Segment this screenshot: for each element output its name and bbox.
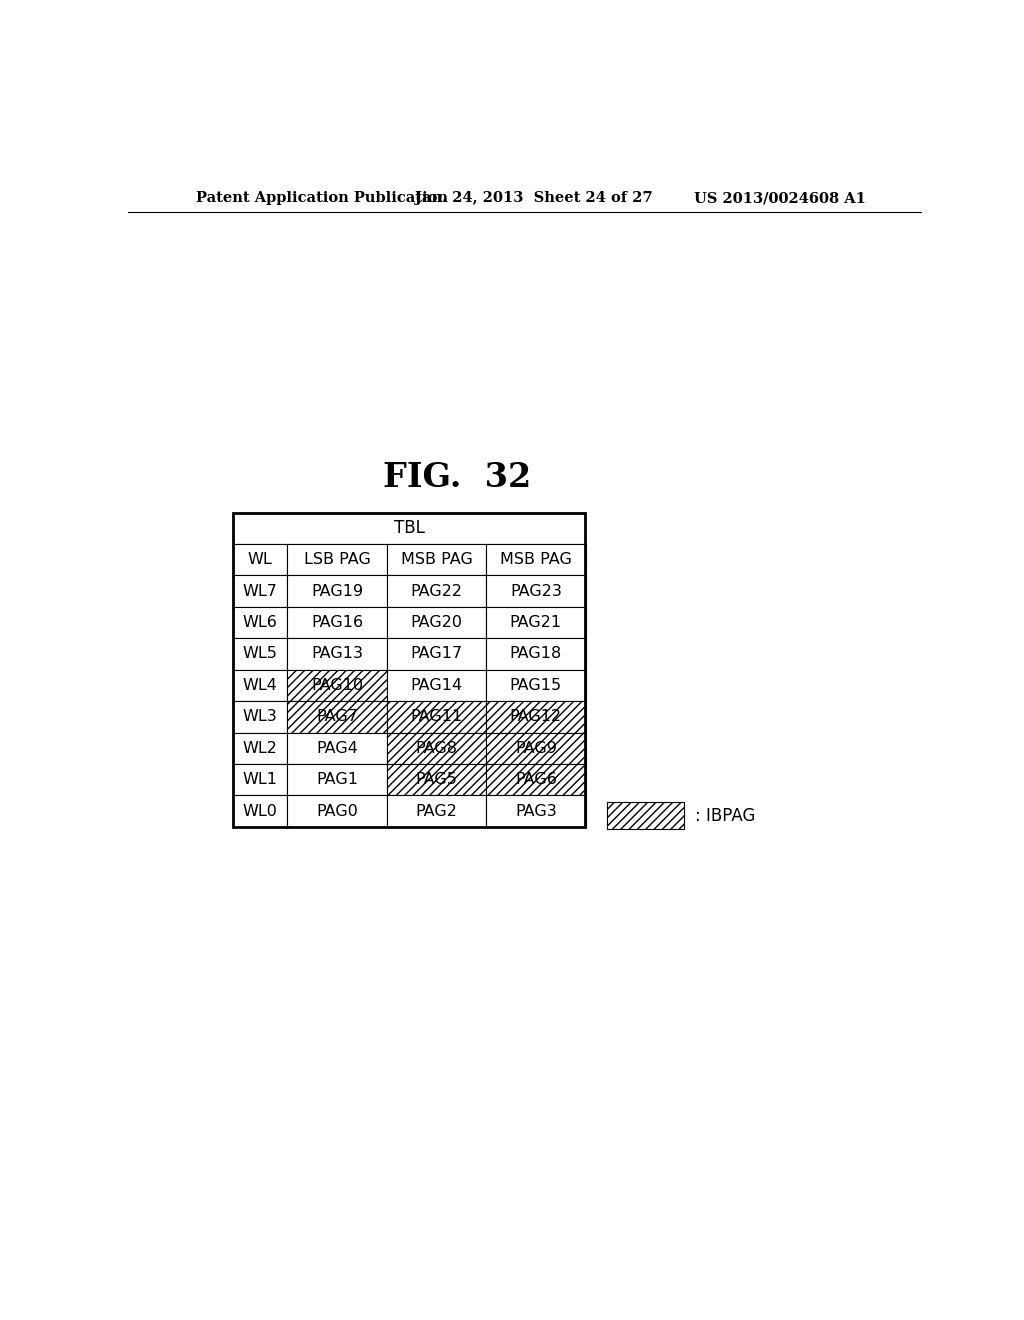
Text: Jan. 24, 2013  Sheet 24 of 27: Jan. 24, 2013 Sheet 24 of 27 — [415, 191, 652, 206]
Text: PAG20: PAG20 — [411, 615, 463, 630]
Bar — [486, 669, 586, 701]
Bar — [288, 639, 387, 669]
Text: PAG0: PAG0 — [316, 804, 358, 818]
Bar — [387, 639, 486, 669]
Text: PAG15: PAG15 — [510, 678, 562, 693]
Bar — [387, 669, 486, 701]
Text: PAG14: PAG14 — [411, 678, 463, 693]
Text: MSB PAG: MSB PAG — [500, 552, 571, 568]
Bar — [288, 576, 387, 607]
Bar — [232, 512, 586, 544]
Bar — [288, 669, 387, 701]
Text: WL: WL — [248, 552, 272, 568]
Text: PAG10: PAG10 — [311, 678, 364, 693]
Bar — [486, 701, 586, 733]
Text: US 2013/0024608 A1: US 2013/0024608 A1 — [693, 191, 865, 206]
Bar — [387, 576, 486, 607]
Text: LSB PAG: LSB PAG — [303, 552, 371, 568]
Bar — [486, 733, 586, 764]
Bar — [486, 796, 586, 826]
Bar — [288, 796, 387, 826]
Text: WL6: WL6 — [243, 615, 278, 630]
Bar — [387, 607, 486, 639]
Text: PAG21: PAG21 — [510, 615, 562, 630]
Text: PAG7: PAG7 — [316, 709, 358, 725]
Text: MSB PAG: MSB PAG — [400, 552, 472, 568]
Bar — [486, 544, 586, 576]
Text: PAG23: PAG23 — [510, 583, 562, 599]
Bar — [232, 512, 586, 826]
Bar — [232, 733, 288, 764]
Bar — [387, 764, 486, 796]
Bar — [232, 701, 288, 733]
Text: PAG9: PAG9 — [515, 741, 557, 756]
Bar — [232, 796, 288, 826]
Text: FIG.  32: FIG. 32 — [383, 462, 531, 495]
Text: WL5: WL5 — [243, 647, 278, 661]
Text: PAG5: PAG5 — [416, 772, 458, 787]
Text: WL2: WL2 — [243, 741, 278, 756]
Bar — [232, 576, 288, 607]
Text: PAG16: PAG16 — [311, 615, 364, 630]
Bar — [486, 639, 586, 669]
Text: PAG12: PAG12 — [510, 709, 562, 725]
Bar — [387, 701, 486, 733]
Text: PAG6: PAG6 — [515, 772, 557, 787]
Text: PAG11: PAG11 — [411, 709, 463, 725]
Text: PAG17: PAG17 — [411, 647, 463, 661]
Text: WL0: WL0 — [243, 804, 278, 818]
Text: PAG1: PAG1 — [316, 772, 358, 787]
Bar — [486, 607, 586, 639]
Bar — [387, 796, 486, 826]
Bar — [232, 607, 288, 639]
Text: WL7: WL7 — [243, 583, 278, 599]
Bar — [232, 669, 288, 701]
Bar — [607, 803, 684, 829]
Text: PAG22: PAG22 — [411, 583, 463, 599]
Bar — [288, 544, 387, 576]
Text: PAG13: PAG13 — [311, 647, 362, 661]
Text: WL1: WL1 — [243, 772, 278, 787]
Bar — [232, 544, 288, 576]
Text: : IBPAG: : IBPAG — [695, 807, 756, 825]
Bar — [288, 607, 387, 639]
Text: TBL: TBL — [393, 519, 424, 537]
Bar — [288, 764, 387, 796]
Bar — [288, 733, 387, 764]
Text: PAG4: PAG4 — [316, 741, 358, 756]
Bar — [387, 544, 486, 576]
Bar — [387, 733, 486, 764]
Text: WL3: WL3 — [243, 709, 278, 725]
Text: PAG2: PAG2 — [416, 804, 458, 818]
Bar — [288, 701, 387, 733]
Text: WL4: WL4 — [243, 678, 278, 693]
Bar — [232, 639, 288, 669]
Text: PAG19: PAG19 — [311, 583, 364, 599]
Text: PAG8: PAG8 — [416, 741, 458, 756]
Bar — [486, 764, 586, 796]
Text: PAG3: PAG3 — [515, 804, 557, 818]
Text: Patent Application Publication: Patent Application Publication — [197, 191, 449, 206]
Text: PAG18: PAG18 — [510, 647, 562, 661]
Bar — [232, 764, 288, 796]
Bar — [486, 576, 586, 607]
